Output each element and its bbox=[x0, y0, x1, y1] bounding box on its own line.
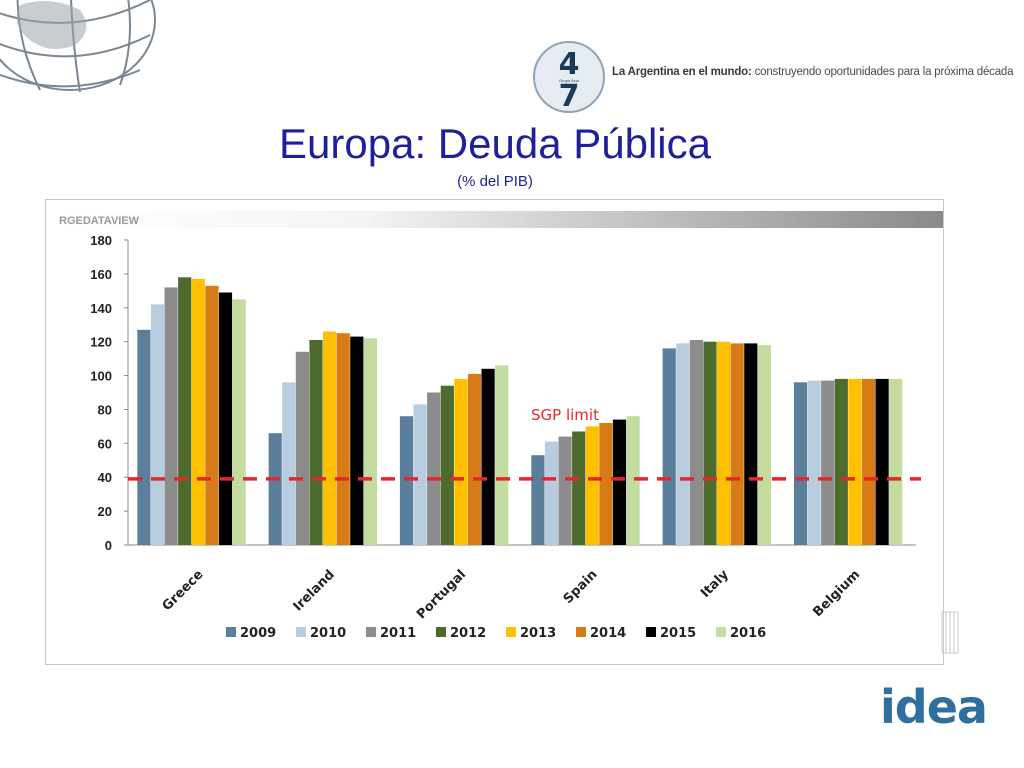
bar-spain-2012 bbox=[572, 431, 586, 545]
legend-label-2009: 2009 bbox=[240, 626, 276, 641]
bar-belgium-2014 bbox=[861, 378, 876, 545]
legend-label-2012: 2012 bbox=[450, 626, 486, 641]
bar-greece-2011 bbox=[164, 287, 178, 545]
bar-greece-2010 bbox=[150, 304, 165, 545]
y-tick-label: 100 bbox=[90, 369, 112, 384]
bar-belgium-2012 bbox=[834, 378, 848, 545]
bar-ireland-2015 bbox=[350, 336, 364, 545]
y-tick-label: 120 bbox=[90, 335, 112, 350]
bar-italy-2011 bbox=[689, 340, 703, 545]
legend-swatch-2009 bbox=[226, 627, 236, 637]
bar-belgium-2009 bbox=[793, 382, 808, 545]
legend-swatch-2013 bbox=[506, 627, 516, 637]
sgp-limit-label: SGP limit bbox=[531, 406, 599, 424]
y-tick-label: 0 bbox=[105, 538, 112, 553]
globe-logo bbox=[0, 0, 156, 93]
x-category-label: Belgium bbox=[810, 567, 863, 620]
bar-belgium-2010 bbox=[807, 380, 821, 545]
y-tick-label: 60 bbox=[98, 436, 112, 451]
legend-swatch-2015 bbox=[646, 627, 656, 637]
legend-swatch-2014 bbox=[576, 627, 586, 637]
bar-greece-2015 bbox=[218, 292, 233, 545]
legend-swatch-2010 bbox=[296, 627, 306, 637]
bar-portugal-2012 bbox=[440, 385, 454, 545]
legend-label-2014: 2014 bbox=[590, 626, 626, 641]
bar-greece-2012 bbox=[178, 277, 192, 545]
legend-label-2015: 2015 bbox=[660, 626, 696, 641]
bar-ireland-2014 bbox=[336, 333, 350, 545]
bar-spain-2010 bbox=[544, 441, 559, 545]
x-category-label: Ireland bbox=[291, 567, 338, 614]
bar-belgium-2015 bbox=[875, 378, 889, 545]
bar-belgium-2011 bbox=[821, 380, 835, 545]
x-category-label: Italy bbox=[698, 567, 732, 601]
grupo-47-logo: 4 7 Grupo Azul bbox=[533, 41, 605, 114]
bar-italy-2016 bbox=[757, 345, 771, 545]
bar-ireland-2011 bbox=[295, 351, 309, 545]
bar-greece-2014 bbox=[205, 285, 219, 546]
side-decoration bbox=[941, 611, 959, 654]
bar-spain-2011 bbox=[558, 436, 572, 545]
chart-frame: RGEDATAVIEW 0 20 40 60 80 100 120 140 160 180 SGP… bbox=[45, 199, 944, 665]
bar-greece-2009 bbox=[137, 329, 151, 545]
bar-portugal-2010 bbox=[413, 404, 427, 545]
idea-logo: idea bbox=[880, 680, 988, 734]
bar-spain-2015 bbox=[612, 419, 627, 545]
tagline-rest: construyendo oportunidades para la próxi… bbox=[751, 66, 1014, 78]
page-subtitle: (% del PIB) bbox=[457, 173, 533, 190]
bar-spain-2014 bbox=[599, 423, 613, 545]
bar-portugal-2014 bbox=[467, 373, 482, 545]
legend-label-2016: 2016 bbox=[730, 626, 766, 641]
bar-italy-2012 bbox=[703, 341, 717, 545]
page-title: Europa: Deuda Pública bbox=[279, 120, 711, 167]
bar-belgium-2016 bbox=[889, 378, 903, 545]
bar-italy-2013 bbox=[717, 341, 731, 545]
source-label: RGEDATAVIEW bbox=[59, 215, 140, 227]
x-category-label: Spain bbox=[561, 567, 601, 607]
bar-italy-2010 bbox=[676, 343, 690, 545]
tagline-bold: La Argentina en el mundo: bbox=[612, 66, 752, 78]
badge-small-text: Grupo Azul bbox=[559, 78, 579, 83]
bar-ireland-2009 bbox=[268, 433, 282, 545]
legend-label-2011: 2011 bbox=[380, 626, 416, 641]
bar-portugal-2015 bbox=[481, 368, 495, 545]
bar-greece-2013 bbox=[191, 279, 205, 545]
bar-italy-2014 bbox=[730, 343, 744, 545]
badge-bottom-digit: 7 bbox=[559, 79, 580, 114]
y-tick-label: 80 bbox=[98, 402, 112, 417]
bar-belgium-2013 bbox=[848, 378, 862, 545]
bar-italy-2015 bbox=[744, 343, 758, 545]
bar-ireland-2013 bbox=[323, 331, 337, 545]
legend-label-2013: 2013 bbox=[520, 626, 556, 641]
bar-greece-2016 bbox=[232, 299, 246, 545]
bar-portugal-2013 bbox=[454, 378, 468, 545]
debt-bar-chart: RGEDATAVIEW 0 20 40 60 80 100 120 140 160 180 SGP… bbox=[56, 211, 943, 641]
y-tick-label: 20 bbox=[98, 504, 112, 519]
badge-top-digit: 4 bbox=[559, 47, 580, 82]
legend-swatch-2016 bbox=[716, 627, 726, 637]
x-category-label: Greece bbox=[160, 567, 207, 614]
bar-ireland-2010 bbox=[282, 382, 296, 545]
bar-portugal-2016 bbox=[495, 365, 509, 545]
bar-spain-2013 bbox=[585, 426, 599, 545]
bar-portugal-2011 bbox=[427, 392, 441, 545]
bar-spain-2016 bbox=[626, 416, 640, 545]
legend-swatch-2012 bbox=[436, 627, 446, 637]
legend-swatch-2011 bbox=[366, 627, 376, 637]
bar-ireland-2012 bbox=[309, 340, 323, 545]
bar-italy-2009 bbox=[662, 348, 676, 545]
source-banner bbox=[56, 211, 943, 228]
bar-spain-2009 bbox=[531, 455, 545, 545]
y-tick-label: 40 bbox=[98, 470, 112, 485]
bar-ireland-2016 bbox=[363, 338, 377, 545]
y-tick-label: 140 bbox=[90, 301, 112, 316]
y-tick-label: 160 bbox=[90, 267, 112, 282]
legend-label-2010: 2010 bbox=[310, 626, 346, 641]
y-tick-label: 180 bbox=[90, 233, 112, 248]
x-category-label: Portugal bbox=[414, 567, 469, 622]
header-tagline: La Argentina en el mundo: construyendo o… bbox=[612, 66, 1014, 78]
